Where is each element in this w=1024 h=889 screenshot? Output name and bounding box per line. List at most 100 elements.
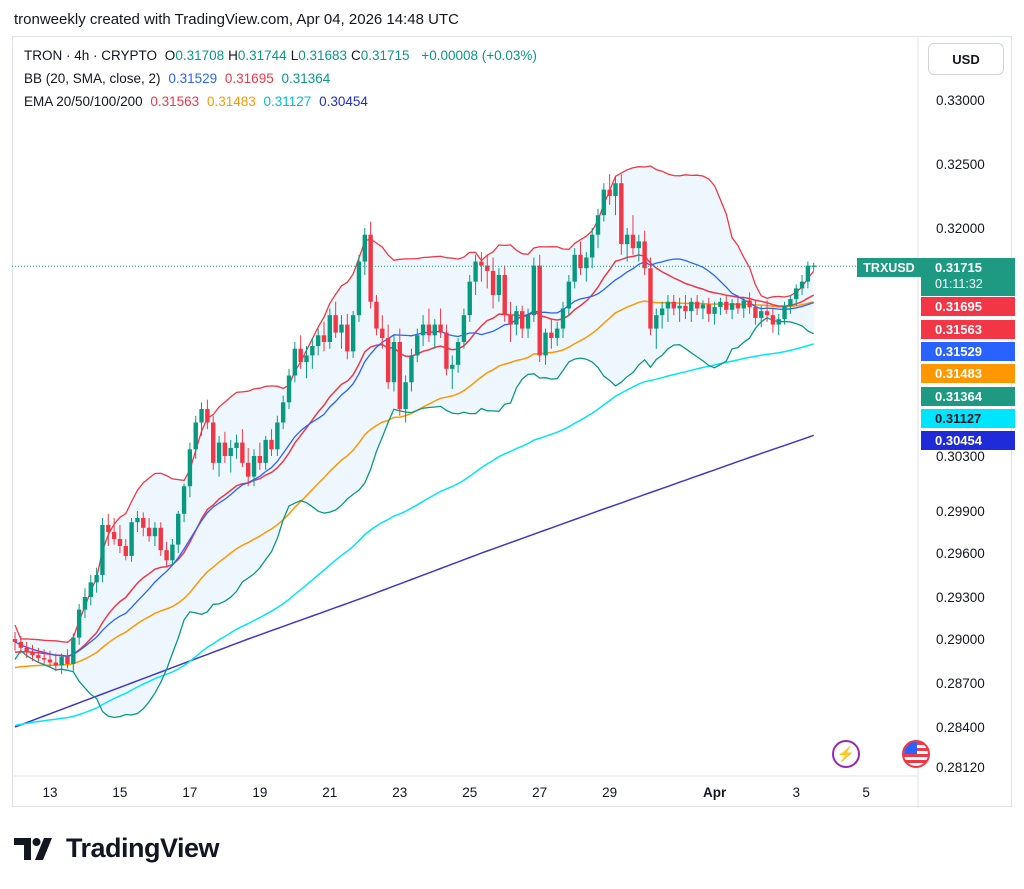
legend-ohlc-value: 0.31708 <box>175 48 225 63</box>
candle-body <box>82 597 88 610</box>
candle-body <box>741 300 746 309</box>
candle-body <box>228 447 233 456</box>
y-axis-tick-label: 0.29900 <box>936 504 985 519</box>
candle-body <box>560 308 566 329</box>
ticker-label: TRXUSD <box>857 258 921 277</box>
legend-ohlc-key: H <box>228 48 238 63</box>
x-axis-tick-label: 25 <box>462 785 477 800</box>
candle-body <box>700 304 706 309</box>
price-tag: 0.31364 <box>921 387 1015 406</box>
candle-body <box>205 409 210 423</box>
candle-body <box>496 274 502 296</box>
price-tag: 0.31563 <box>921 320 1015 339</box>
candle-body <box>380 328 385 338</box>
legend-ema200: 0.30454 <box>319 94 368 109</box>
x-axis-tick-label: 29 <box>602 785 617 800</box>
candle-body <box>426 324 432 336</box>
candle-body <box>345 324 350 352</box>
candle-body <box>100 525 105 575</box>
candle-body <box>537 265 542 356</box>
legend-ema-label: EMA 20/50/100/200 <box>24 94 143 109</box>
candle-body <box>584 257 589 269</box>
candle-body <box>455 342 461 365</box>
candle-body <box>71 637 76 664</box>
currency-button[interactable]: USD <box>928 43 1004 75</box>
price-tag: 0.31695 <box>921 297 1015 316</box>
candle-body <box>88 582 93 597</box>
chart-caption: tronweekly created with TradingView.com,… <box>14 11 459 28</box>
candle-body <box>47 659 53 663</box>
us-flag-icon[interactable] <box>902 740 930 768</box>
y-axis-tick-label: 0.29600 <box>936 546 985 561</box>
y-axis-tick-label: 0.28700 <box>936 676 985 691</box>
price-tag: 0.30454 <box>921 431 1015 450</box>
tradingview-logo-icon <box>14 837 52 860</box>
candle-body <box>490 270 496 296</box>
candle-body <box>187 449 193 487</box>
legend-symbol[interactable]: TRON · 4h · CRYPTO <box>24 48 158 63</box>
candle-body <box>607 189 612 196</box>
candle-body <box>415 335 420 356</box>
x-axis-tick-label: 5 <box>862 785 870 800</box>
candle-body <box>403 382 408 410</box>
candle-body <box>280 402 286 423</box>
candle-body <box>554 328 560 338</box>
x-axis-tick-label: 21 <box>322 785 337 800</box>
candle-body <box>292 348 298 376</box>
candle-body <box>286 375 292 403</box>
bollinger-band-fill <box>15 166 814 718</box>
lightning-icon[interactable]: ⚡ <box>832 740 860 768</box>
legend-ohlc-values: O0.31708 H0.31744 L0.31683 C0.31715 <box>165 48 414 63</box>
candle-body <box>572 254 577 282</box>
candle-body <box>199 409 204 423</box>
candle-body <box>689 301 694 312</box>
candle-body <box>712 307 717 314</box>
candle-body <box>467 281 472 316</box>
candle-body <box>753 307 758 318</box>
candle-body <box>251 456 257 477</box>
candle-body <box>718 301 723 308</box>
legend-change: +0.00008 (+0.03%) <box>421 48 537 63</box>
legend-bb-row[interactable]: BB (20, SMA, close, 2) 0.31529 0.31695 0… <box>24 71 334 86</box>
candle-body <box>578 254 583 269</box>
candle-body <box>59 656 64 666</box>
candle-body <box>566 281 572 309</box>
legend-ohlc-value: 0.31744 <box>237 48 287 63</box>
candle-body <box>683 305 688 312</box>
candle-body <box>642 241 647 269</box>
candle-body <box>724 301 729 310</box>
candle-body <box>525 315 531 329</box>
bar-countdown: 01:11:32 <box>935 277 983 291</box>
candle-body <box>420 324 426 336</box>
candle-body <box>176 513 181 545</box>
candle-body <box>776 319 781 325</box>
candle-body <box>234 442 239 448</box>
candle-body <box>170 544 175 561</box>
candle-body <box>589 234 595 258</box>
bollinger-lower-line <box>14 317 814 719</box>
legend-ema-row[interactable]: EMA 20/50/100/200 0.31563 0.31483 0.3112… <box>24 94 372 109</box>
candle-body <box>222 442 228 456</box>
y-axis-tick-label: 0.28120 <box>936 760 985 775</box>
candle-body <box>782 305 787 320</box>
candle-body <box>111 532 117 539</box>
candle-body <box>53 662 59 666</box>
candle-body <box>706 304 711 314</box>
candle-body <box>531 265 537 316</box>
y-axis-tick-label: 0.32500 <box>936 157 985 172</box>
candle-body <box>18 641 24 648</box>
y-axis-tick-label: 0.29300 <box>936 590 985 605</box>
legend-ohlc-key: O <box>164 48 176 63</box>
candle-body <box>409 355 414 383</box>
candle-body <box>520 311 525 329</box>
legend-ohlc-value: 0.31683 <box>298 48 348 63</box>
candle-body <box>391 342 397 383</box>
candle-body <box>263 439 268 463</box>
candle-body <box>368 234 373 302</box>
price-tag: 0.31529 <box>921 342 1015 361</box>
candle-body <box>759 311 764 318</box>
candle-body <box>76 609 82 638</box>
candle-body <box>333 315 338 333</box>
candle-body <box>770 315 776 325</box>
